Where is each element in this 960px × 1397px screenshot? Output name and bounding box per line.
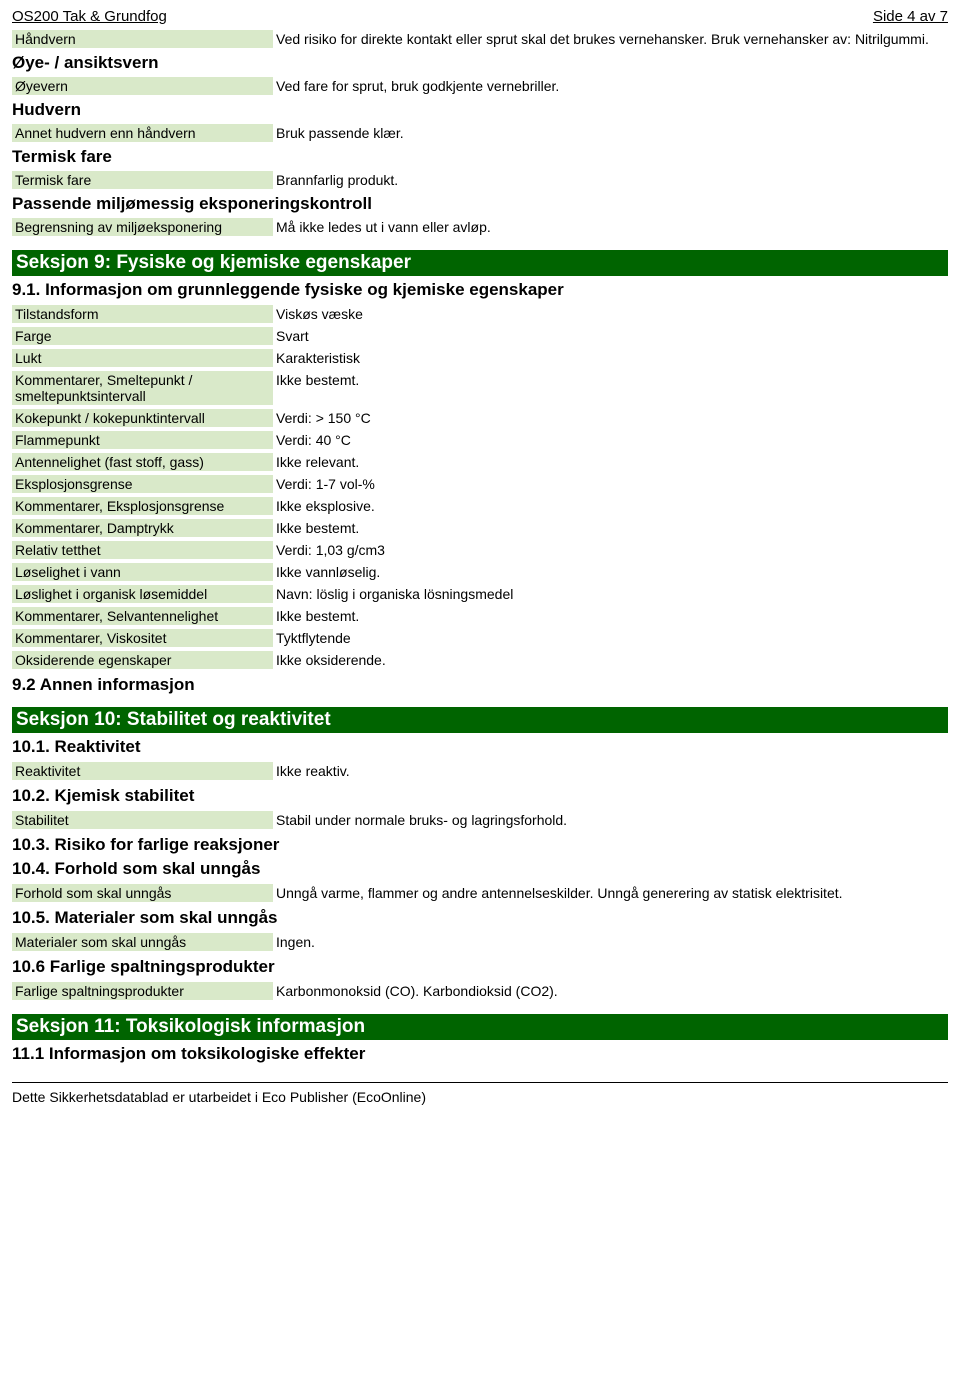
row-reaktivitet: Reaktivitet Ikke reaktiv. [12, 760, 948, 782]
label: Øyevern [12, 77, 273, 95]
label: Relativ tetthet [12, 541, 273, 559]
table-row: Løslighet i organisk løsemiddel Navn: lö… [12, 583, 948, 605]
value: Ikke reaktiv. [273, 762, 948, 780]
value: Svart [273, 327, 948, 345]
value: Verdi: 1-7 vol-% [273, 475, 948, 493]
footer-rule [12, 1082, 948, 1083]
label: Kommentarer, Damptrykk [12, 519, 273, 537]
row-stabilitet: Stabilitet Stabil under normale bruks- o… [12, 809, 948, 831]
value: Ikke eksplosive. [273, 497, 948, 515]
value: Ingen. [273, 933, 948, 951]
table-row: Kommentarer, Damptrykk Ikke bestemt. [12, 517, 948, 539]
label: Kommentarer, Eksplosjonsgrense [12, 497, 273, 515]
row-termisk-fare: Termisk fare Brannfarlig produkt. [12, 169, 948, 191]
heading-10-3: 10.3. Risiko for farlige reaksjoner [12, 835, 948, 855]
value: Unngå varme, flammer og andre antennelse… [273, 884, 948, 902]
table-row: Løselighet i vann Ikke vannløselig. [12, 561, 948, 583]
value: Må ikke ledes ut i vann eller avløp. [273, 218, 948, 236]
label: Reaktivitet [12, 762, 273, 780]
heading-termisk-fare: Termisk fare [12, 147, 948, 167]
value: Brannfarlig produkt. [273, 171, 948, 189]
label: Kommentarer, Viskositet [12, 629, 273, 647]
row-annet-hudvern: Annet hudvern enn håndvern Bruk passende… [12, 122, 948, 144]
doc-title: OS200 Tak & Grundfog [12, 8, 167, 25]
row-spaltningsprodukter: Farlige spaltningsprodukter Karbonmonoks… [12, 980, 948, 1002]
heading-10-6: 10.6 Farlige spaltningsprodukter [12, 957, 948, 977]
heading-10-4: 10.4. Forhold som skal unngås [12, 859, 948, 879]
heading-eye-face: Øye- / ansiktsvern [12, 53, 948, 73]
table-row: Kokepunkt / kokepunktintervall Verdi: > … [12, 407, 948, 429]
label: Begrensning av miljøeksponering [12, 218, 273, 236]
label: Flammepunkt [12, 431, 273, 449]
label: Kokepunkt / kokepunktintervall [12, 409, 273, 427]
label: Annet hudvern enn håndvern [12, 124, 273, 142]
heading-hudvern: Hudvern [12, 100, 948, 120]
label: Løselighet i vann [12, 563, 273, 581]
page-header: OS200 Tak & Grundfog Side 4 av 7 [12, 8, 948, 25]
value: Bruk passende klær. [273, 124, 948, 142]
row-env-limit: Begrensning av miljøeksponering Må ikke … [12, 216, 948, 238]
label: Håndvern [12, 30, 273, 48]
heading-10-2: 10.2. Kjemisk stabilitet [12, 786, 948, 806]
value: Ikke oksiderende. [273, 651, 948, 669]
label: Kommentarer, Selvantennelighet [12, 607, 273, 625]
table-row: Eksplosjonsgrense Verdi: 1-7 vol-% [12, 473, 948, 495]
label: Tilstandsform [12, 305, 273, 323]
table-row: Lukt Karakteristisk [12, 347, 948, 369]
table-row: Antennelighet (fast stoff, gass) Ikke re… [12, 451, 948, 473]
label: Forhold som skal unngås [12, 884, 273, 902]
value: Verdi: 40 °C [273, 431, 948, 449]
value: Ikke bestemt. [273, 371, 948, 389]
label: Termisk fare [12, 171, 273, 189]
value: Karakteristisk [273, 349, 948, 367]
table-row: Kommentarer, Smeltepunkt / smeltepunktsi… [12, 369, 948, 407]
value: Ved fare for sprut, bruk godkjente verne… [273, 77, 948, 95]
row-handvern: Håndvern Ved risiko for direkte kontakt … [12, 28, 948, 50]
label: Materialer som skal unngås [12, 933, 273, 951]
heading-10-1: 10.1. Reaktivitet [12, 737, 948, 757]
value: Tyktflytende [273, 629, 948, 647]
table-row: Tilstandsform Viskøs væske [12, 303, 948, 325]
label: Lukt [12, 349, 273, 367]
row-oyevern: Øyevern Ved fare for sprut, bruk godkjen… [12, 75, 948, 97]
label: Kommentarer, Smeltepunkt / smeltepunktsi… [12, 371, 273, 405]
label: Farge [12, 327, 273, 345]
table-row: Kommentarer, Eksplosjonsgrense Ikke eksp… [12, 495, 948, 517]
value: Verdi: 1,03 g/cm3 [273, 541, 948, 559]
table-row: Kommentarer, Viskositet Tyktflytende [12, 627, 948, 649]
label: Farlige spaltningsprodukter [12, 982, 273, 1000]
value: Navn: löslig i organiska lösningsmedel [273, 585, 948, 603]
value: Viskøs væske [273, 305, 948, 323]
value: Verdi: > 150 °C [273, 409, 948, 427]
row-materialer-unngas: Materialer som skal unngås Ingen. [12, 931, 948, 953]
page-number: Side 4 av 7 [873, 8, 948, 25]
value: Ikke bestemt. [273, 607, 948, 625]
heading-env-control: Passende miljømessig eksponeringskontrol… [12, 194, 948, 214]
value: Karbonmonoksid (CO). Karbondioksid (CO2)… [273, 982, 948, 1000]
section-10-title: Seksjon 10: Stabilitet og reaktivitet [12, 707, 948, 733]
label: Eksplosjonsgrense [12, 475, 273, 493]
heading-9-1: 9.1. Informasjon om grunnleggende fysisk… [12, 280, 948, 300]
label: Antennelighet (fast stoff, gass) [12, 453, 273, 471]
table-row: Flammepunkt Verdi: 40 °C [12, 429, 948, 451]
value: Stabil under normale bruks- og lagringsf… [273, 811, 948, 829]
section-11-title: Seksjon 11: Toksikologisk informasjon [12, 1014, 948, 1040]
value: Ikke relevant. [273, 453, 948, 471]
label: Oksiderende egenskaper [12, 651, 273, 669]
table-row: Oksiderende egenskaper Ikke oksiderende. [12, 649, 948, 671]
heading-11-1: 11.1 Informasjon om toksikologiske effek… [12, 1044, 948, 1064]
row-forhold-unngas: Forhold som skal unngås Unngå varme, fla… [12, 882, 948, 904]
value: Ikke vannløselig. [273, 563, 948, 581]
table-row: Farge Svart [12, 325, 948, 347]
value: Ikke bestemt. [273, 519, 948, 537]
value: Ved risiko for direkte kontakt eller spr… [273, 30, 948, 48]
label: Løslighet i organisk løsemiddel [12, 585, 273, 603]
section-9-title: Seksjon 9: Fysiske og kjemiske egenskape… [12, 250, 948, 276]
heading-9-2: 9.2 Annen informasjon [12, 675, 948, 695]
heading-10-5: 10.5. Materialer som skal unngås [12, 908, 948, 928]
label: Stabilitet [12, 811, 273, 829]
footer-text: Dette Sikkerhetsdatablad er utarbeidet i… [12, 1087, 948, 1107]
table-row: Relativ tetthet Verdi: 1,03 g/cm3 [12, 539, 948, 561]
table-row: Kommentarer, Selvantennelighet Ikke best… [12, 605, 948, 627]
